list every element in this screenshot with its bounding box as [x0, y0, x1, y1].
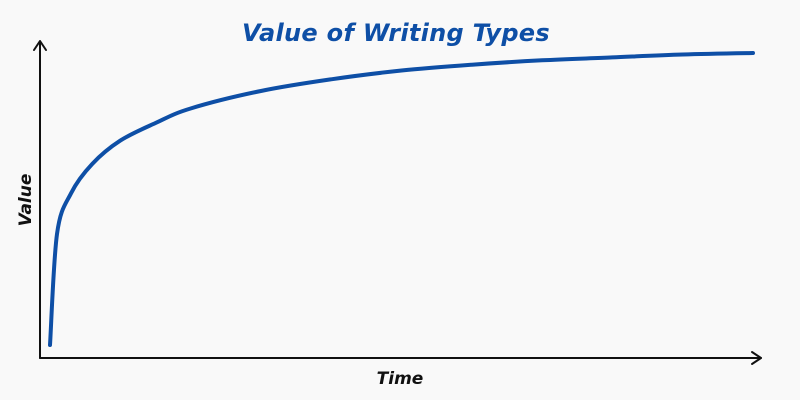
chart-title: Value of Writing Types [242, 19, 550, 47]
x-axis [39, 351, 762, 365]
x-axis-arrow-icon [751, 351, 762, 365]
y-axis-arrow-icon [33, 40, 47, 51]
y-axis [33, 40, 47, 359]
y-axis-label: Value [16, 174, 36, 227]
value-curve-line [48, 51, 755, 347]
x-axis-label: Time [377, 369, 424, 389]
